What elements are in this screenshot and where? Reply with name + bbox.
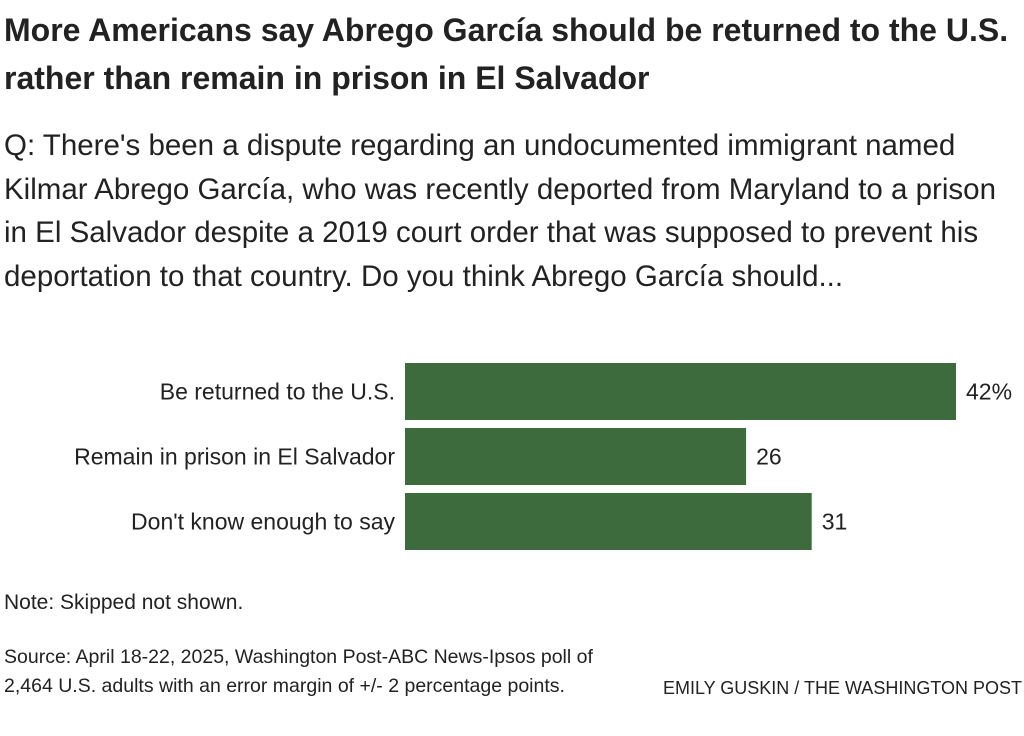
bars-layer: Be returned to the U.S. 42% Remain in pris… [74,363,1012,550]
survey-question: Q: There's been a dispute regarding an u… [4,129,996,293]
value-label: 42% [966,379,1012,405]
chart-source: Source: April 18-22, 2025, Washington Po… [4,646,593,697]
bar [405,493,812,550]
category-label: Be returned to the U.S. [160,379,395,405]
chart-title: More Americans say Abrego García should … [4,12,1009,96]
bar-chart: Be returned to the U.S. 42% Remain in pris… [74,363,1012,550]
bar [405,428,747,485]
value-label: 31 [822,509,848,535]
category-label: Remain in prison in El Salvador [74,444,395,470]
category-label: Don't know enough to say [131,509,395,535]
chart-note: Note: Skipped not shown. [4,591,244,614]
bar [405,363,956,420]
chart-credit: EMILY GUSKIN / THE WASHINGTON POST [662,678,1022,698]
value-label: 26 [756,444,782,470]
